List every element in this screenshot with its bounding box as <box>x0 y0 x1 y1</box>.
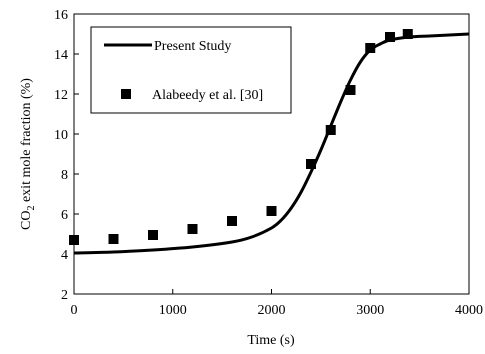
x-tick-label: 0 <box>71 303 78 318</box>
legend-label-alabeedy: Alabeedy et al. [30] <box>152 88 263 103</box>
y-tick-label: 14 <box>54 48 68 63</box>
y-tick-label: 8 <box>61 168 68 183</box>
y-axis-label: CO2 exit mole fraction (%) <box>19 78 37 230</box>
y-tick-label: 10 <box>54 128 68 143</box>
x-axis-label: Time (s) <box>247 333 295 348</box>
data-point-alabeedy <box>187 224 198 234</box>
legend-label-present-study: Present Study <box>154 39 231 54</box>
series-alabeedy-markers <box>69 29 413 245</box>
x-axis-ticks: 0 1000 2000 3000 4000 <box>71 289 483 318</box>
data-point-alabeedy <box>385 32 395 42</box>
y-tick-label: 6 <box>61 208 68 223</box>
x-tick-label: 2000 <box>258 303 286 318</box>
data-point-alabeedy <box>108 234 119 244</box>
data-point-alabeedy <box>325 125 336 135</box>
data-point-alabeedy <box>69 235 79 245</box>
x-tick-label: 4000 <box>455 303 483 318</box>
y-tick-label: 2 <box>61 288 68 303</box>
data-point-alabeedy <box>345 85 356 95</box>
legend-square-swatch <box>121 89 131 99</box>
data-point-alabeedy <box>266 206 277 216</box>
legend: Present Study Alabeedy et al. [30] <box>90 26 292 114</box>
data-point-alabeedy <box>402 29 413 39</box>
y-axis-label-main: CO <box>19 211 34 230</box>
data-point-alabeedy <box>306 159 316 169</box>
data-point-alabeedy <box>148 230 158 240</box>
y-axis-label-rest: exit mole fraction (%) <box>19 78 34 206</box>
series-present-study-line <box>73 32 470 255</box>
y-tick-label: 4 <box>61 248 68 263</box>
data-point-alabeedy <box>365 43 376 53</box>
data-point-alabeedy <box>227 216 237 226</box>
y-tick-label: 12 <box>54 88 68 103</box>
y-tick-label: 16 <box>54 8 68 23</box>
y-axis-label-group: CO2 exit mole fraction (%) <box>19 78 37 230</box>
y-axis-label-sub: 2 <box>26 206 37 211</box>
y-axis-ticks: 2 4 6 8 10 12 14 16 <box>54 8 79 303</box>
x-tick-label: 3000 <box>356 303 384 318</box>
x-tick-label: 1000 <box>159 303 187 318</box>
